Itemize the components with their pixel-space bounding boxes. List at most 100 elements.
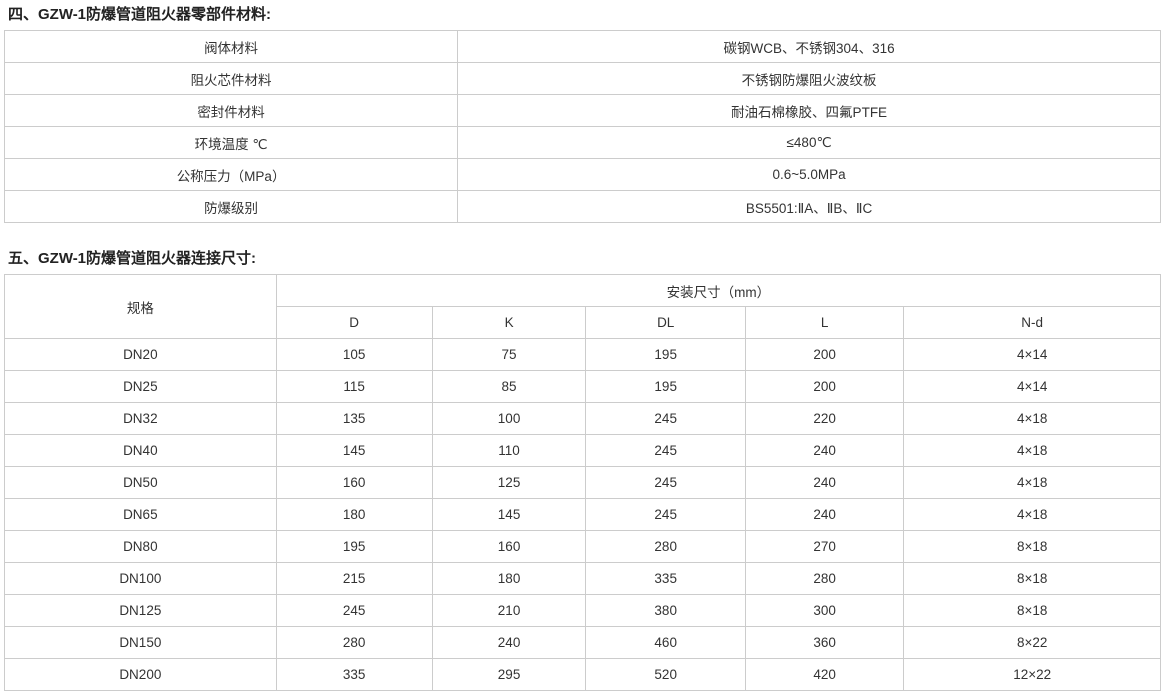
dimension-value-cell: 280 xyxy=(585,530,746,563)
dimension-value-cell: 240 xyxy=(744,434,905,467)
dimension-value-cell: 105 xyxy=(275,338,433,371)
dimension-value-cell: 8×22 xyxy=(903,626,1161,659)
material-label-cell: 阀体材料 xyxy=(3,30,459,63)
spec-cell: DN25 xyxy=(4,370,277,403)
material-label-cell: 阻火芯件材料 xyxy=(3,62,459,95)
dimension-column-header: D xyxy=(275,306,433,339)
material-label-cell: 环境温度 ℃ xyxy=(3,126,459,159)
dimension-value-cell: 135 xyxy=(275,402,433,435)
spec-cell: DN50 xyxy=(4,466,277,499)
spec-cell: DN32 xyxy=(4,402,277,435)
dimension-value-cell: 195 xyxy=(585,338,746,371)
dimensions-table-row: DN50 160 125 245 240 4×18 xyxy=(4,466,1161,499)
dimensions-table-row: DN80 195 160 280 270 8×18 xyxy=(4,530,1161,563)
dimension-value-cell: 4×18 xyxy=(903,434,1161,467)
dimension-value-cell: 4×18 xyxy=(903,402,1161,435)
dimension-value-cell: 145 xyxy=(275,434,433,467)
dimensions-table: 规格 安装尺寸（mm） D K DL L N-d DN20 105 75 195 200 4×14… xyxy=(4,274,1162,691)
dimension-value-cell: 8×18 xyxy=(903,562,1161,595)
dimensions-table-row: DN100 215 180 335 280 8×18 xyxy=(4,562,1161,595)
dimension-value-cell: 280 xyxy=(275,626,433,659)
material-value-cell: 0.6~5.0MPa xyxy=(457,158,1161,191)
spec-cell: DN80 xyxy=(4,530,277,563)
dimension-value-cell: 460 xyxy=(585,626,746,659)
dimension-value-cell: 200 xyxy=(744,370,905,403)
dimension-value-cell: 270 xyxy=(744,530,905,563)
materials-section-title: 四、GZW-1防爆管道阻火器零部件材料: xyxy=(8,6,272,23)
dimension-value-cell: 420 xyxy=(744,658,905,691)
dimensions-header-row-1: 规格 安装尺寸（mm） xyxy=(4,274,1162,339)
dimensions-table-row: DN150 280 240 460 360 8×22 xyxy=(4,626,1161,659)
dimension-value-cell: 240 xyxy=(431,626,587,659)
dimension-value-cell: 295 xyxy=(431,658,587,691)
spec-cell: DN125 xyxy=(4,594,277,627)
dimension-value-cell: 245 xyxy=(585,466,746,499)
dimension-value-cell: 100 xyxy=(431,402,587,435)
dimension-value-cell: 240 xyxy=(744,466,905,499)
spec-cell: DN20 xyxy=(4,338,277,371)
dimension-value-cell: 520 xyxy=(585,658,746,691)
dimension-value-cell: 245 xyxy=(585,434,746,467)
dimension-value-cell: 245 xyxy=(585,402,746,435)
dimensions-table-row: DN40 145 110 245 240 4×18 xyxy=(4,434,1161,467)
dimension-value-cell: 160 xyxy=(431,530,587,563)
section-dimensions: 五、GZW-1防爆管道阻火器连接尺寸: 规格 安装尺寸（mm） D K DL L N-d… xyxy=(4,249,1162,691)
dimensions-table-row: DN25 115 85 195 200 4×14 xyxy=(4,370,1161,403)
dimension-value-cell: 300 xyxy=(744,594,905,627)
dimension-value-cell: 85 xyxy=(431,370,587,403)
materials-table: 阀体材料 碳钢WCB、不锈钢304、316 阻火芯件材料 不锈钢防爆阻火波纹板 密封件材… xyxy=(3,30,1161,223)
dimension-value-cell: 125 xyxy=(431,466,587,499)
materials-table-row: 防爆级别 BS5501:ⅡA、ⅡB、ⅡC xyxy=(3,190,1161,223)
materials-table-row: 阻火芯件材料 不锈钢防爆阻火波纹板 xyxy=(3,62,1161,95)
spec-cell: DN40 xyxy=(4,434,277,467)
dimension-value-cell: 360 xyxy=(744,626,905,659)
material-value-cell: ≤480℃ xyxy=(457,126,1161,159)
dimension-value-cell: 115 xyxy=(275,370,433,403)
materials-table-row: 阀体材料 碳钢WCB、不锈钢304、316 xyxy=(3,30,1161,63)
material-label-cell: 公称压力（MPa） xyxy=(3,158,459,191)
dimensions-header-row-2: D K DL L N-d xyxy=(5,306,1161,339)
dimension-value-cell: 145 xyxy=(431,498,587,531)
dimension-value-cell: 240 xyxy=(744,498,905,531)
dimension-value-cell: 195 xyxy=(275,530,433,563)
dimension-value-cell: 4×18 xyxy=(903,466,1161,499)
material-value-cell: 碳钢WCB、不锈钢304、316 xyxy=(457,30,1161,63)
dimension-column-header: K xyxy=(431,306,587,339)
dimension-value-cell: 4×18 xyxy=(903,498,1161,531)
spec-column-header: 规格 xyxy=(4,274,277,339)
material-value-cell: BS5501:ⅡA、ⅡB、ⅡC xyxy=(457,190,1161,223)
install-size-group-header: 安装尺寸（mm） xyxy=(275,274,1162,307)
dimension-value-cell: 215 xyxy=(275,562,433,595)
dimensions-table-row: DN32 135 100 245 220 4×18 xyxy=(4,402,1161,435)
dimension-value-cell: 4×14 xyxy=(903,370,1161,403)
dimension-value-cell: 335 xyxy=(275,658,433,691)
dimension-column-header: L xyxy=(744,306,905,339)
dimension-value-cell: 245 xyxy=(275,594,433,627)
dimension-value-cell: 160 xyxy=(275,466,433,499)
dimension-value-cell: 210 xyxy=(431,594,587,627)
materials-table-row: 密封件材料 耐油石棉橡胶、四氟PTFE xyxy=(3,94,1161,127)
dimension-value-cell: 110 xyxy=(431,434,587,467)
dimensions-table-row: DN65 180 145 245 240 4×18 xyxy=(4,498,1161,531)
dimension-value-cell: 280 xyxy=(744,562,905,595)
material-label-cell: 防爆级别 xyxy=(3,190,459,223)
spec-cell: DN200 xyxy=(4,658,277,691)
materials-table-row: 公称压力（MPa） 0.6~5.0MPa xyxy=(3,158,1161,191)
material-label-cell: 密封件材料 xyxy=(3,94,459,127)
dimensions-table-row: DN125 245 210 380 300 8×18 xyxy=(4,594,1161,627)
dimension-value-cell: 12×22 xyxy=(903,658,1161,691)
spec-cell: DN100 xyxy=(4,562,277,595)
material-value-cell: 不锈钢防爆阻火波纹板 xyxy=(457,62,1161,95)
dimension-value-cell: 180 xyxy=(431,562,587,595)
dimension-column-header: N-d xyxy=(903,306,1161,339)
dimensions-section-title: 五、GZW-1防爆管道阻火器连接尺寸: xyxy=(8,250,257,267)
dimensions-table-row: DN200 335 295 520 420 12×22 xyxy=(4,658,1161,691)
dimension-value-cell: 8×18 xyxy=(903,530,1161,563)
dimension-value-cell: 335 xyxy=(585,562,746,595)
dimension-column-header: DL xyxy=(585,306,746,339)
dimension-value-cell: 4×14 xyxy=(903,338,1161,371)
spec-cell: DN65 xyxy=(4,498,277,531)
dimensions-table-row: DN20 105 75 195 200 4×14 xyxy=(4,338,1161,371)
dimension-value-cell: 200 xyxy=(744,338,905,371)
dimension-value-cell: 245 xyxy=(585,498,746,531)
